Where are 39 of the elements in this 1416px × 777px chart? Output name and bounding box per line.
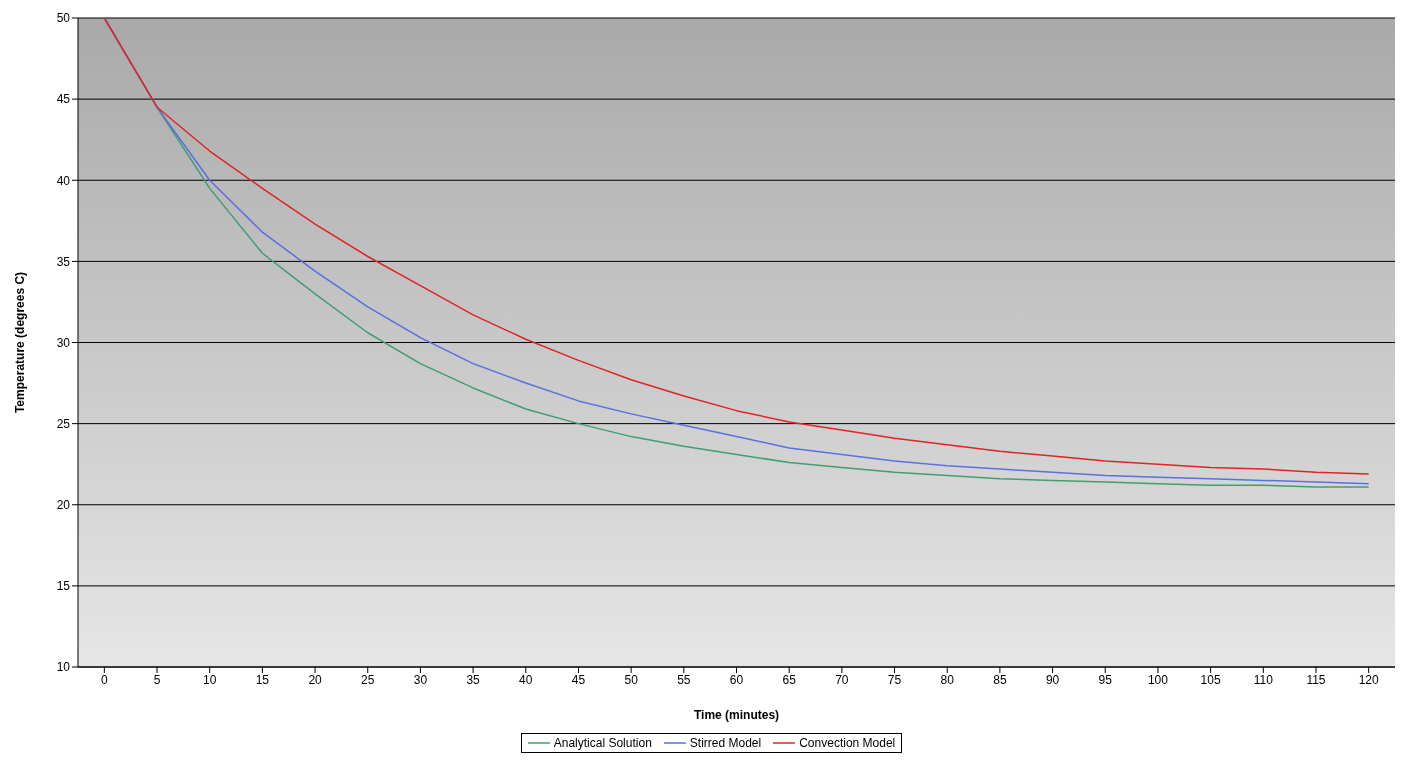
x-tick-label: 45 [571, 672, 586, 687]
y-tick-label: 40 [56, 173, 71, 188]
legend-label: Analytical Solution [552, 736, 652, 750]
x-tick-label: 10 [203, 672, 217, 687]
y-tick-label: 20 [56, 498, 71, 513]
x-tick-label: 15 [255, 672, 270, 687]
x-tick-label: 75 [887, 672, 902, 687]
x-tick-label: 95 [1098, 672, 1113, 687]
x-tick-label: 80 [940, 672, 955, 687]
y-tick-label: 30 [56, 335, 71, 350]
y-tick-label: 50 [56, 11, 71, 26]
x-tick-label: 115 [1306, 672, 1326, 687]
x-tick-label: 25 [361, 672, 375, 687]
x-tick-label: 70 [835, 672, 849, 687]
x-tick-label: 90 [1045, 672, 1060, 687]
x-tick-label: 0 [101, 672, 108, 687]
y-tick-label: 35 [56, 254, 71, 269]
x-tick-label: 5 [153, 672, 161, 687]
y-tick-label: 25 [56, 416, 71, 431]
x-tick-label: 60 [729, 672, 744, 687]
legend-label: Convection Model [798, 736, 896, 750]
x-tick-label: 65 [782, 672, 797, 687]
x-tick-label: 110 [1253, 672, 1274, 687]
x-axis-title: Time (minutes) [693, 708, 780, 722]
y-axis-title: Temperature (degrees C) [13, 271, 28, 414]
x-tick-label: 85 [993, 672, 1007, 687]
x-tick-label: 50 [624, 672, 639, 687]
legend-label: Stirred Model [688, 736, 762, 750]
x-tick-label: 55 [677, 672, 691, 687]
y-tick-label: 15 [56, 579, 71, 594]
x-tick-label: 20 [308, 672, 323, 687]
y-tick-label: 45 [56, 92, 71, 107]
x-tick-label: 35 [466, 672, 481, 687]
y-tick-label: 10 [56, 660, 71, 675]
x-tick-label: 120 [1358, 672, 1379, 687]
x-tick-label: 40 [519, 672, 533, 687]
x-tick-label: 105 [1200, 672, 1221, 687]
x-tick-label: 30 [413, 672, 428, 687]
x-tick-label: 100 [1147, 672, 1169, 687]
